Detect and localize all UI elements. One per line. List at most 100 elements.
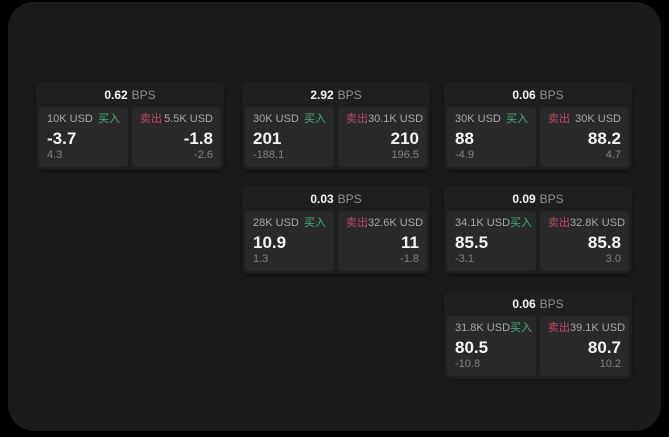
sell-amount: 30K USD — [575, 113, 621, 125]
sell-delta: -1.8 — [400, 253, 419, 265]
sell-side-label: 卖出 — [548, 322, 570, 334]
sell-amount: 30.1K USD — [368, 113, 424, 125]
card-body: 28K USD 买入 10.9 1.3 卖出 32.6K USD 11 -1.8 — [242, 211, 430, 274]
sell-tile-top: 卖出 32.8K USD — [548, 217, 625, 229]
buy-side-label: 买入 — [304, 217, 326, 229]
card-body: 31.8K USD 买入 80.5 -10.8 卖出 39.1K USD 80.… — [444, 316, 632, 379]
buy-tile-top: 30K USD 买入 — [253, 114, 326, 125]
sell-delta: 196.5 — [391, 149, 419, 161]
bps-value: 0.06 — [512, 87, 536, 102]
sell-tile[interactable]: 卖出 30.1K USD 210 196.5 — [338, 107, 427, 167]
sell-delta: 4.7 — [605, 149, 621, 161]
bps-unit-label: BPS — [539, 87, 564, 102]
buy-tile-top: 28K USD 买入 — [253, 218, 326, 229]
sell-price: 85.8 — [587, 232, 621, 252]
sell-price: 11 — [401, 232, 419, 252]
buy-tile-top: 10K USD 买入 — [47, 114, 120, 125]
sell-price: 88.2 — [587, 128, 621, 148]
sell-tile-top: 卖出 30.1K USD — [346, 113, 423, 125]
quote-card: 0.06 BPS 31.8K USD 买入 80.5 -10.8 卖出 39.1… — [444, 291, 632, 379]
card-header: 0.06 BPS — [444, 291, 632, 316]
sell-amount: 32.6K USD — [368, 217, 424, 229]
sell-side-label: 卖出 — [346, 113, 368, 125]
sell-tile-top: 卖出 32.6K USD — [346, 217, 423, 229]
bps-unit-label: BPS — [337, 191, 362, 206]
quote-card: 0.03 BPS 28K USD 买入 10.9 1.3 卖出 32.6K US… — [242, 186, 430, 274]
quote-card: 0.06 BPS 30K USD 买入 88 -4.9 卖出 30K USD 8… — [444, 82, 632, 170]
buy-side-label: 买入 — [98, 113, 120, 125]
card-body: 30K USD 买入 88 -4.9 卖出 30K USD 88.2 4.7 — [444, 107, 632, 170]
bps-value: 0.03 — [310, 191, 334, 206]
buy-tile-top: 30K USD 买入 — [455, 114, 528, 125]
buy-amount: 34.1K USD — [455, 217, 511, 229]
buy-amount: 10K USD — [47, 113, 93, 125]
buy-tile[interactable]: 30K USD 买入 88 -4.9 — [447, 107, 536, 167]
card-header: 0.62 BPS — [36, 82, 224, 107]
buy-delta: -4.9 — [455, 149, 474, 161]
buy-price: 85.5 — [455, 232, 489, 252]
buy-price: 80.5 — [455, 337, 489, 357]
sell-amount: 5.5K USD — [164, 113, 213, 125]
card-header: 2.92 BPS — [242, 82, 430, 107]
buy-delta: 1.3 — [253, 253, 269, 265]
sell-tile[interactable]: 卖出 5.5K USD -1.8 -2.6 — [132, 107, 221, 167]
sell-tile[interactable]: 卖出 32.6K USD 11 -1.8 — [338, 211, 427, 271]
sell-price: 210 — [390, 128, 419, 148]
bps-unit-label: BPS — [539, 191, 564, 206]
buy-side-label: 买入 — [510, 322, 533, 334]
card-body: 30K USD 买入 201 -188.1 卖出 30.1K USD 210 1… — [242, 107, 430, 170]
sell-tile[interactable]: 卖出 32.8K USD 85.8 3.0 — [540, 211, 629, 271]
buy-side-label: 买入 — [304, 113, 326, 125]
buy-amount: 30K USD — [455, 113, 501, 125]
sell-tile[interactable]: 卖出 39.1K USD 80.7 10.2 — [540, 316, 629, 376]
sell-tile-top: 卖出 39.1K USD — [548, 322, 625, 334]
buy-delta: 4.3 — [47, 149, 63, 161]
bps-unit-label: BPS — [337, 87, 362, 102]
sell-delta: 10.2 — [599, 358, 621, 370]
buy-side-label: 买入 — [510, 217, 533, 229]
quote-card: 2.92 BPS 30K USD 买入 201 -188.1 卖出 30.1K … — [242, 82, 430, 170]
card-body: 10K USD 买入 -3.7 4.3 卖出 5.5K USD -1.8 -2.… — [36, 107, 224, 170]
sell-delta: -2.6 — [194, 149, 213, 161]
sell-tile-top: 卖出 5.5K USD — [140, 114, 213, 125]
quote-card: 0.62 BPS 10K USD 买入 -3.7 4.3 卖出 5.5K USD… — [36, 82, 224, 170]
bps-value: 2.92 — [310, 87, 334, 102]
sell-side-label: 卖出 — [548, 113, 570, 125]
sell-price: 80.7 — [587, 337, 621, 357]
buy-price: 88 — [455, 128, 474, 148]
sell-amount: 39.1K USD — [570, 322, 626, 334]
card-body: 34.1K USD 买入 85.5 -3.1 卖出 32.8K USD 85.8… — [444, 211, 632, 274]
buy-price: 201 — [253, 128, 282, 148]
sell-side-label: 卖出 — [548, 217, 570, 229]
buy-price: 10.9 — [253, 232, 287, 252]
sell-tile-top: 卖出 30K USD — [548, 114, 621, 125]
buy-side-label: 买入 — [506, 113, 528, 125]
quote-card: 0.09 BPS 34.1K USD 买入 85.5 -3.1 卖出 32.8K… — [444, 186, 632, 274]
buy-delta: -188.1 — [253, 149, 285, 161]
buy-amount: 30K USD — [253, 113, 299, 125]
buy-tile[interactable]: 34.1K USD 买入 85.5 -3.1 — [447, 211, 536, 271]
buy-amount: 28K USD — [253, 217, 299, 229]
buy-price: -3.7 — [47, 128, 77, 148]
sell-side-label: 卖出 — [346, 217, 368, 229]
sell-delta: 3.0 — [605, 253, 621, 265]
buy-amount: 31.8K USD — [455, 322, 511, 334]
bps-value: 0.06 — [512, 296, 536, 311]
sell-tile[interactable]: 卖出 30K USD 88.2 4.7 — [540, 107, 629, 167]
sell-amount: 32.8K USD — [570, 217, 626, 229]
card-header: 0.09 BPS — [444, 186, 632, 211]
card-header: 0.06 BPS — [444, 82, 632, 107]
buy-tile-top: 31.8K USD 买入 — [455, 322, 532, 334]
bps-value: 0.09 — [512, 191, 536, 206]
bps-unit-label: BPS — [539, 296, 564, 311]
buy-tile[interactable]: 31.8K USD 买入 80.5 -10.8 — [447, 316, 536, 376]
bps-unit-label: BPS — [131, 87, 156, 102]
buy-delta: -3.1 — [455, 253, 474, 265]
buy-tile[interactable]: 10K USD 买入 -3.7 4.3 — [39, 107, 128, 167]
buy-tile[interactable]: 30K USD 买入 201 -188.1 — [245, 107, 334, 167]
sell-price: -1.8 — [183, 128, 213, 148]
card-header: 0.03 BPS — [242, 186, 430, 211]
buy-tile[interactable]: 28K USD 买入 10.9 1.3 — [245, 211, 334, 271]
